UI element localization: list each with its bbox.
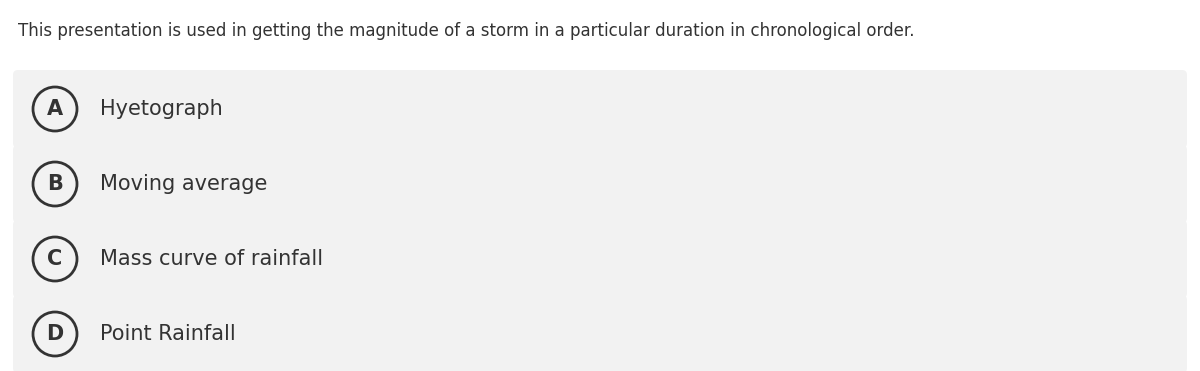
Text: Point Rainfall: Point Rainfall	[100, 324, 235, 344]
Ellipse shape	[34, 87, 77, 131]
Ellipse shape	[34, 162, 77, 206]
Text: Moving average: Moving average	[100, 174, 268, 194]
FancyBboxPatch shape	[13, 220, 1187, 298]
FancyBboxPatch shape	[13, 145, 1187, 223]
Text: A: A	[47, 99, 64, 119]
Text: Hyetograph: Hyetograph	[100, 99, 223, 119]
FancyBboxPatch shape	[13, 70, 1187, 148]
FancyBboxPatch shape	[13, 295, 1187, 371]
Ellipse shape	[34, 312, 77, 356]
Text: Mass curve of rainfall: Mass curve of rainfall	[100, 249, 323, 269]
Text: B: B	[47, 174, 62, 194]
Text: D: D	[47, 324, 64, 344]
Text: C: C	[47, 249, 62, 269]
Ellipse shape	[34, 237, 77, 281]
Text: This presentation is used in getting the magnitude of a storm in a particular du: This presentation is used in getting the…	[18, 22, 914, 40]
